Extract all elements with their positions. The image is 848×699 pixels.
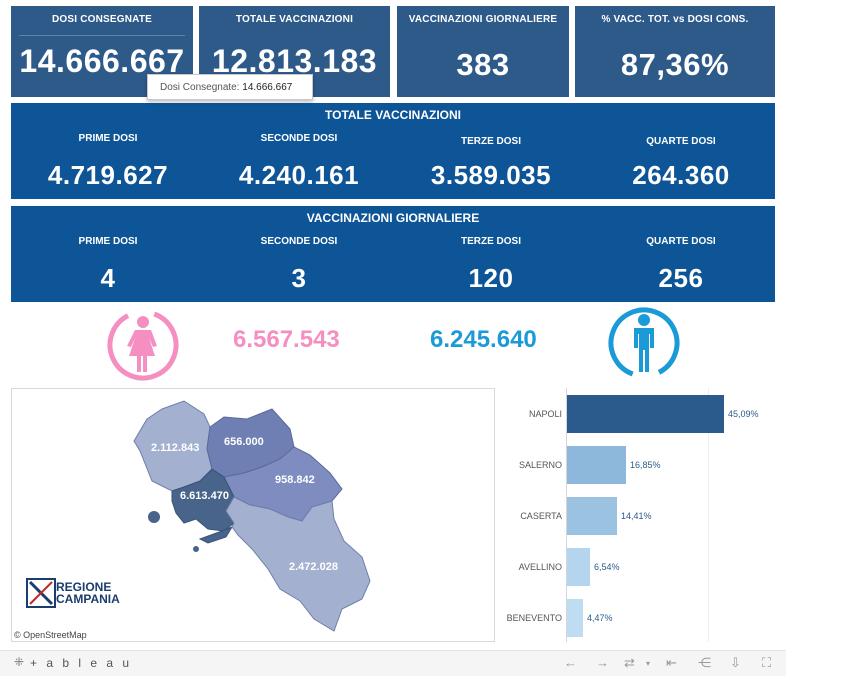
download-icon[interactable]: ⇩ — [730, 655, 741, 670]
col-value: 256 — [658, 263, 704, 293]
province-napoli-coast — [198, 525, 234, 544]
revert-dropdown-icon[interactable]: ▾ — [646, 659, 651, 668]
giornaliere-seconde-dosi[interactable]: SECONDE DOSI 3 — [204, 236, 394, 294]
giornaliere-quarte-dosi[interactable]: QUARTE DOSI 256 — [586, 236, 776, 294]
vaccinazioni-giornaliere-band: VACCINAZIONI GIORNALIERE PRIME DOSI 4 SE… — [11, 206, 775, 302]
bar[interactable] — [567, 395, 724, 433]
logo-line1: REGIONE — [56, 580, 112, 594]
kpi-vaccinazioni-giornaliere[interactable]: VACCINAZIONI GIORNALIERE 383 — [397, 6, 569, 97]
logo-line2: CAMPANIA — [56, 592, 120, 606]
col-label: TERZE DOSI — [460, 236, 521, 247]
col-value: 4.240.161 — [238, 160, 360, 190]
kpi-label: DOSI CONSEGNATE — [51, 14, 153, 25]
map-attribution[interactable]: © OpenStreetMap — [14, 630, 87, 640]
pause-updates-icon[interactable]: ⇤ — [666, 655, 677, 670]
tooltip-label: Dosi Consegnate: — [160, 82, 240, 93]
female-icon — [107, 309, 179, 381]
undo-icon[interactable]: ← — [564, 655, 577, 670]
kpi-divider — [19, 35, 185, 36]
kpi-value: 12.813.183 — [211, 43, 378, 79]
col-value: 4.719.627 — [47, 160, 169, 190]
male-count: 6.245.640 — [430, 326, 537, 353]
col-label: SECONDE DOSI — [260, 133, 338, 144]
bar-category-label: BENEVENTO — [506, 613, 562, 623]
totale-vaccinazioni-band: TOTALE VACCINAZIONI PRIME DOSI 4.719.627… — [11, 103, 775, 199]
bar-row-salerno[interactable]: SALERNO 16,85% — [500, 446, 790, 484]
col-label: QUARTE DOSI — [646, 136, 716, 147]
bar-value-label: 6,54% — [594, 562, 620, 572]
band-title: VACCINAZIONI GIORNALIERE — [306, 211, 480, 225]
col-value: 120 — [468, 263, 514, 293]
bar-value-label: 16,85% — [630, 460, 661, 470]
col-value: 3.589.035 — [430, 160, 552, 190]
kpi-label: TOTALE VACCINAZIONI — [235, 14, 354, 25]
col-value: 3 — [291, 263, 307, 293]
revert-icon[interactable]: ⇄ — [624, 655, 635, 670]
col-label: SECONDE DOSI — [260, 236, 338, 247]
kpi-value: 14.666.667 — [19, 43, 185, 79]
tooltip: Dosi Consegnate: 14.666.667 — [147, 74, 313, 100]
bar-value-label: 45,09% — [728, 409, 759, 419]
col-value: 264.360 — [632, 160, 730, 190]
bar[interactable] — [567, 599, 583, 637]
redo-icon[interactable]: → — [596, 655, 609, 670]
band-title: TOTALE VACCINAZIONI — [325, 108, 461, 122]
kpi-value: 383 — [456, 47, 510, 82]
giornaliere-prime-dosi[interactable]: PRIME DOSI 4 — [13, 236, 203, 294]
island-capri — [193, 546, 199, 552]
col-value: 4 — [100, 263, 116, 293]
bar-gridline — [708, 388, 709, 642]
bar-category-label: SALERNO — [518, 460, 562, 470]
totale-quarte-dosi[interactable]: QUARTE DOSI 264.360 — [586, 136, 776, 191]
share-icon[interactable]: ⋲ — [698, 655, 711, 670]
map-label-napoli: 6.613.470 — [180, 490, 229, 502]
totale-prime-dosi[interactable]: PRIME DOSI 4.719.627 — [13, 133, 203, 191]
map-label-caserta: 2.112.843 — [151, 442, 199, 454]
kpi-percentuale[interactable]: % VACC. TOT. vs DOSI CONS. 87,36% — [575, 6, 775, 97]
bar[interactable] — [567, 497, 617, 535]
bar-row-napoli[interactable]: NAPOLI 45,09% — [500, 395, 790, 433]
fullscreen-icon[interactable]: ⛶ — [762, 655, 772, 670]
totale-terze-dosi[interactable]: TERZE DOSI 3.589.035 — [396, 136, 586, 191]
regione-campania-logo — [26, 578, 56, 608]
map-label-salerno: 2.472.028 — [289, 561, 338, 573]
tableau-logo-icon[interactable]: ⁜ — [14, 655, 25, 669]
bar-row-caserta[interactable]: CASERTA 14,41% — [500, 497, 790, 535]
col-label: TERZE DOSI — [460, 136, 521, 147]
kpi-value: 87,36% — [620, 47, 730, 82]
map-label-avellino: 958.842 — [275, 474, 315, 486]
giornaliere-terze-dosi[interactable]: TERZE DOSI 120 — [396, 236, 586, 294]
col-label: PRIME DOSI — [78, 236, 138, 247]
kpi-label: VACCINAZIONI GIORNALIERE — [408, 14, 558, 25]
bar[interactable] — [567, 548, 590, 586]
female-count: 6.567.543 — [233, 326, 340, 353]
island-ischia — [148, 511, 160, 523]
totale-seconde-dosi[interactable]: SECONDE DOSI 4.240.161 — [204, 133, 394, 191]
bar-row-avellino[interactable]: AVELLINO 6,54% — [500, 548, 790, 586]
tooltip-value: 14.666.667 — [242, 82, 293, 93]
campania-map[interactable]: 2.112.843 656.000 6.613.470 958.842 2.47… — [11, 388, 495, 642]
bar[interactable] — [567, 446, 626, 484]
kpi-label: % VACC. TOT. vs DOSI CONS. — [601, 14, 749, 25]
tableau-brand[interactable]: + a b l e a u — [30, 656, 133, 670]
bar-row-benevento[interactable]: BENEVENTO 4,47% — [500, 599, 790, 637]
map-svg[interactable]: 2.112.843 656.000 6.613.470 958.842 2.47… — [12, 389, 495, 642]
province-salerno[interactable] — [225, 496, 371, 632]
col-label: PRIME DOSI — [78, 133, 138, 144]
map-label-benevento: 656.000 — [224, 436, 264, 448]
tableau-toolbar: ⁜ + a b l e a u ← → ⇄ ▾ ⇤ ⋲ ⇩ ⛶ — [0, 650, 786, 676]
col-label: QUARTE DOSI — [646, 236, 716, 247]
bar-value-label: 14,41% — [621, 511, 652, 521]
bar-value-label: 4,47% — [587, 613, 613, 623]
male-icon — [608, 307, 680, 379]
bar-category-label: CASERTA — [520, 511, 562, 521]
kpi-dosi-consegnate[interactable]: DOSI CONSEGNATE 14.666.667 — [11, 6, 193, 97]
bar-category-label: NAPOLI — [528, 409, 562, 419]
bar-axis — [566, 388, 567, 642]
bar-category-label: AVELLINO — [518, 562, 562, 572]
province-bar-chart[interactable]: NAPOLI 45,09% SALERNO 16,85% CASERTA 14,41% AV… — [500, 388, 790, 642]
